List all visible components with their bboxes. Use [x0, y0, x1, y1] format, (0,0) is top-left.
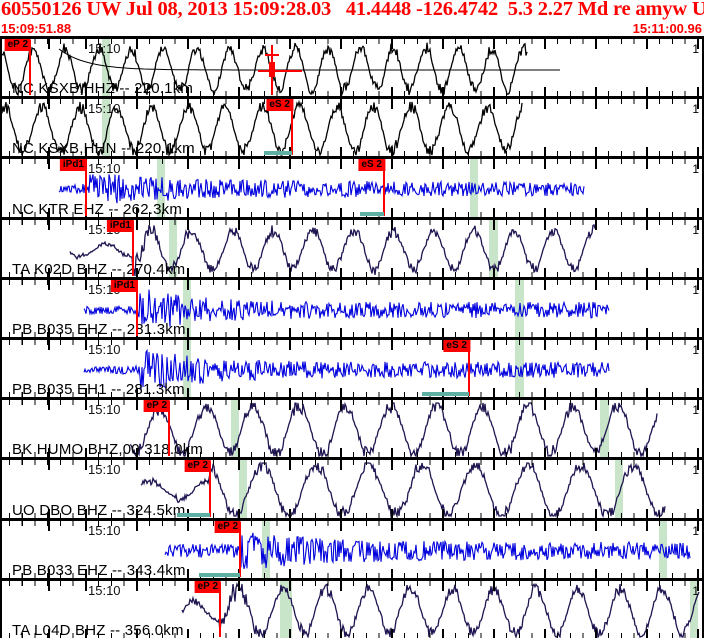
highlight-band [231, 400, 239, 458]
highlight-band [615, 460, 623, 518]
highlight-band [262, 520, 270, 578]
scale-value: 1 [692, 463, 699, 478]
pick-uncertainty-bar [360, 211, 384, 216]
station-label: NC KSXB,HHN -- 220.1km [12, 140, 195, 158]
pick-uncertainty-bar [177, 512, 210, 517]
trace-panel-ta-l04d-bhz[interactable]: 15:10 1 TA L04D BHZ -- 356.0km eP 2 [2, 577, 702, 638]
time-tick-label: 15:10 [88, 462, 121, 478]
scale-value: 1 [692, 42, 699, 56]
trace-panel-ta-k02d-bhz[interactable]: 15:10 1 TA K02D BHZ -- 270.4km iPd1 [2, 216, 702, 278]
trace-panel-nc-ksxb-hhn[interactable]: 15:10 1 NC KSXB,HHN -- 220.1km eS 2 [2, 96, 702, 158]
pick-line[interactable] [239, 521, 241, 577]
trace-panel-nc-ktr-ehz[interactable]: 15:10 1 NC KTR EHZ -- 262.3km iPd1 eS 2 [2, 156, 702, 218]
time-tick-label: 15:10 [88, 101, 121, 117]
pick-flag-es2[interactable]: eS 2 [266, 99, 293, 112]
station-label: PB B033 EHZ -- 343.4km [12, 561, 186, 579]
event-header: 60550126 UW Jul 08, 2013 15:09:28.03 41.… [0, 0, 704, 36]
station-label: TA K02D BHZ -- 270.4km [12, 260, 186, 278]
time-tick-label: 15:10 [88, 582, 121, 598]
highlight-band [280, 580, 292, 638]
scale-value: 1 [692, 162, 699, 177]
pick-line[interactable] [219, 581, 221, 637]
pick-flag-es2[interactable]: eS 2 [443, 340, 470, 352]
selected-pick-error-bar [269, 62, 275, 77]
waveform-trace[interactable] [2, 159, 702, 216]
scale-value: 1 [692, 583, 699, 598]
trace-panel-pb-b035-ehz[interactable]: 15:10 1 PB B035 EHZ -- 281.3km iPd1 [2, 276, 702, 338]
pick-flag-ipd1[interactable]: iPd1 [59, 159, 87, 172]
window-end-time: 15:11:00.96 [632, 21, 702, 36]
trace-panel-uo-dbo-bhz[interactable]: 15:10 1 UO DBO BHZ -- 324.5km eP 2 [2, 457, 702, 519]
pick-line[interactable] [291, 100, 293, 156]
pick-line[interactable] [29, 40, 31, 96]
pick-flag-es2[interactable]: eS 2 [358, 159, 385, 172]
pick-line[interactable] [209, 461, 211, 517]
trace-panel-bk-humo-bhz-00[interactable]: 15:10 1 BK HUMO BHZ,00 318.0km eP 2 [2, 397, 702, 459]
coda-decay-curve [58, 48, 560, 71]
highlight-band [489, 219, 498, 277]
highlight-band [600, 400, 609, 458]
scale-value: 1 [692, 102, 699, 117]
highlight-band [515, 340, 524, 398]
pick-line[interactable] [383, 160, 385, 216]
waveform-trace[interactable] [2, 220, 702, 277]
time-tick-label: 15:10 [88, 522, 121, 538]
pick-line[interactable] [136, 280, 138, 336]
waveform-area[interactable]: 15:10 1 NC KSXB,HHZ -- 220.1km eP 2 15:10 1 NC… [0, 36, 704, 638]
time-tick-label: 15:10 [88, 402, 121, 418]
scale-value: 1 [692, 403, 699, 418]
scale-value: 1 [692, 523, 699, 538]
pick-flag-ep2[interactable]: eP 2 [143, 400, 170, 413]
time-tick-label: 15:10 [88, 342, 121, 357]
window-start-time: 15:09:51.88 [1, 21, 72, 36]
time-tick-label: 15:10 [88, 161, 121, 177]
station-label: PB B035 EHZ -- 281.3km [12, 320, 186, 338]
station-label: BK HUMO BHZ,00 318.0km [12, 441, 204, 459]
selected-pick-plus [265, 54, 279, 56]
time-tick-label: 15:10 [88, 41, 121, 56]
pick-flag-ep2[interactable]: eP 2 [184, 460, 211, 473]
station-label: PB B035 EH1 -- 281.3km [12, 381, 185, 399]
pick-flag-ipd1[interactable]: iPd1 [110, 279, 138, 292]
pick-line[interactable] [85, 160, 87, 216]
highlight-band [169, 219, 177, 277]
pick-uncertainty-bar [264, 151, 292, 156]
waveform-trace[interactable] [2, 340, 702, 397]
trace-panel-pb-b035-eh1[interactable]: 15:10 1 PB B035 EH1 -- 281.3km eS 2 [2, 337, 702, 399]
highlight-band [183, 279, 191, 337]
waveform-trace[interactable] [2, 521, 702, 578]
scale-value: 1 [692, 282, 699, 297]
pick-line[interactable] [168, 401, 170, 457]
highlight-band [102, 99, 110, 157]
station-label: NC KSXB,HHZ -- 220.1km [12, 80, 194, 98]
scale-value: 1 [692, 222, 699, 237]
highlight-band [690, 580, 698, 638]
waveform-trace[interactable] [2, 581, 702, 638]
trace-panel-pb-b033-ehz[interactable]: 15:10 1 PB B033 EHZ -- 343.4km eP 2 [2, 517, 702, 579]
pick-flag-ipd1[interactable]: iPd1 [106, 219, 134, 232]
event-summary-line: 60550126 UW Jul 08, 2013 15:09:28.03 41.… [1, 0, 704, 20]
station-label: UO DBO BHZ -- 324.5km [12, 501, 186, 519]
selected-pick-crosshair-arm [258, 70, 302, 72]
waveform-trace[interactable] [2, 280, 702, 337]
station-label: TA L04D BHZ -- 356.0km [12, 621, 184, 638]
pick-flag-ep2[interactable]: eP 2 [194, 580, 221, 593]
station-label: NC KTR EHZ -- 262.3km [12, 200, 183, 218]
pick-line[interactable] [132, 220, 134, 276]
scale-value: 1 [692, 343, 699, 357]
pick-flag-ep2[interactable]: eP 2 [214, 520, 241, 533]
pick-flag-ep2[interactable]: eP 2 [4, 39, 31, 51]
pick-uncertainty-bar [422, 392, 469, 397]
trace-panel-nc-ksxb-hhz[interactable]: 15:10 1 NC KSXB,HHZ -- 220.1km eP 2 [2, 36, 702, 98]
pick-uncertainty-bar [199, 572, 240, 577]
pick-line[interactable] [468, 341, 470, 397]
highlight-band [239, 460, 247, 518]
